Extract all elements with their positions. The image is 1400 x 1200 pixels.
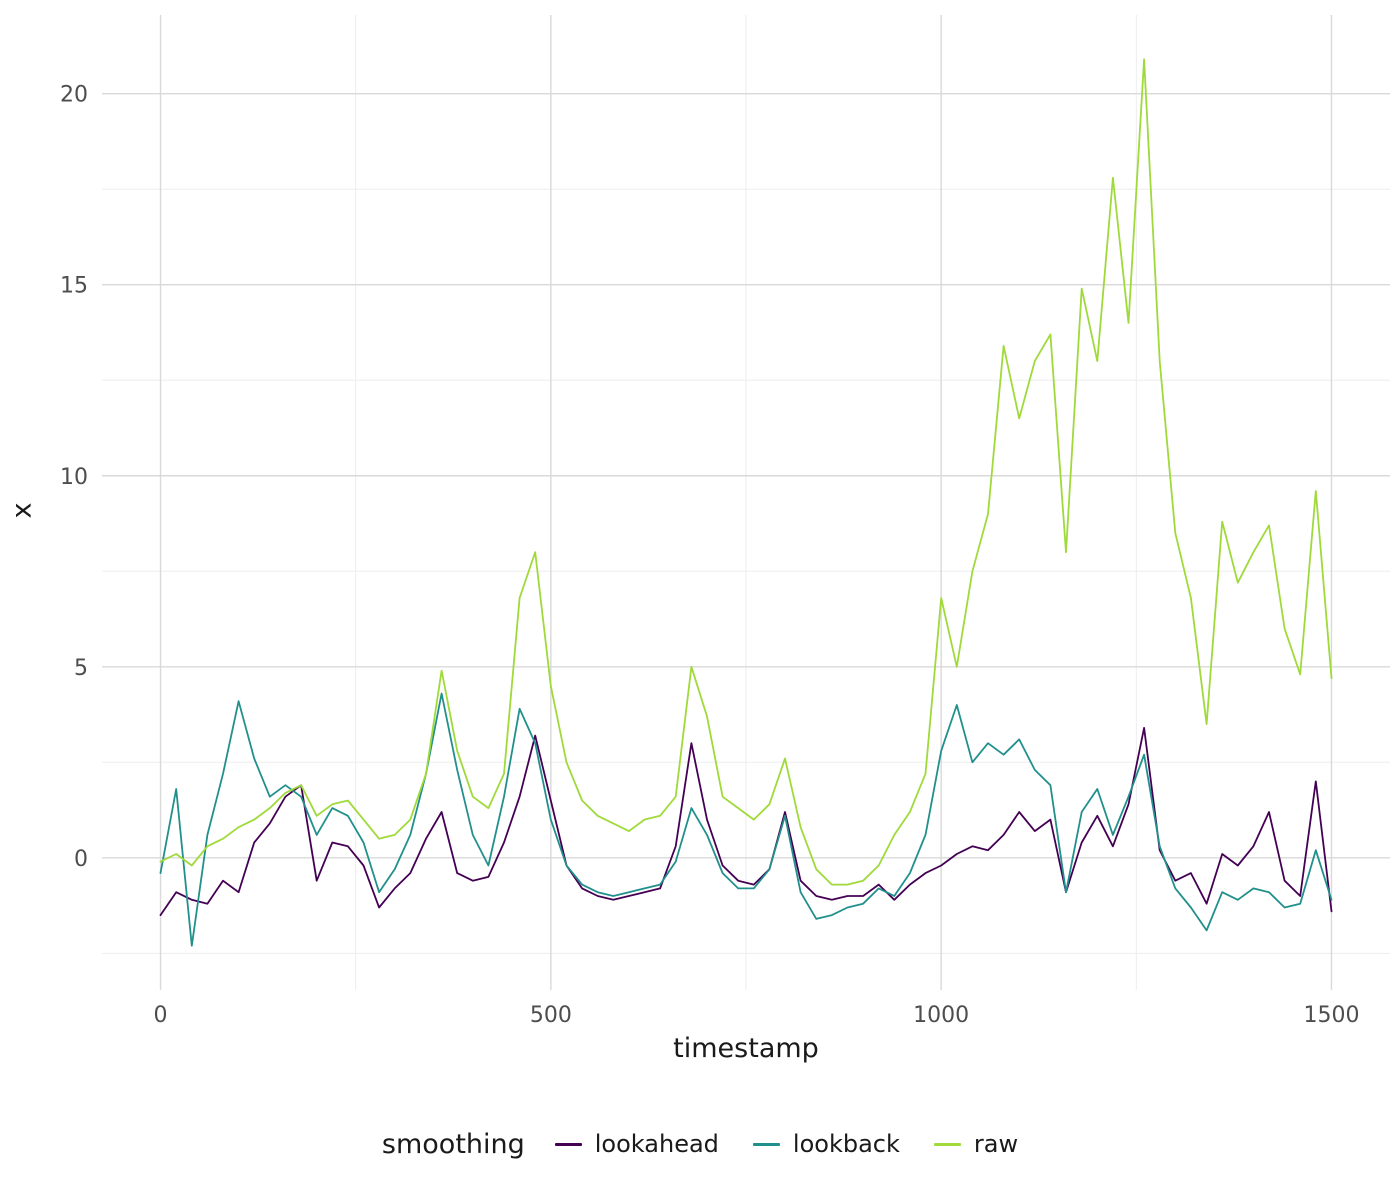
series-line-raw <box>159 58 1333 886</box>
y-tick-label: 0 <box>74 847 88 872</box>
legend-key-line-lookahead <box>554 1142 582 1146</box>
y-axis-title: x <box>6 502 38 519</box>
legend-item-raw: raw <box>933 1130 1019 1158</box>
legend-title: smoothing <box>381 1128 525 1160</box>
legend-items: lookahead lookback raw <box>554 1130 1019 1158</box>
legend-key-line-lookback <box>752 1142 780 1146</box>
y-tick-label: 5 <box>74 656 88 681</box>
series-line-lookahead <box>159 727 1333 916</box>
legend-label-lookback: lookback <box>792 1130 900 1158</box>
legend-label-raw: raw <box>973 1130 1019 1158</box>
x-axis-title: timestamp <box>673 1033 819 1064</box>
legend-item-lookahead: lookahead <box>554 1130 719 1158</box>
x-tick-label: 1500 <box>1303 1003 1359 1028</box>
legend-label-lookahead: lookahead <box>594 1130 719 1158</box>
y-tick-label: 20 <box>60 83 88 108</box>
legend: smoothing lookahead lookback raw <box>0 1118 1400 1170</box>
legend-key-line-raw <box>933 1142 961 1146</box>
y-tick-label: 10 <box>60 465 88 490</box>
legend-item-lookback: lookback <box>752 1130 900 1158</box>
x-tick-label: 1000 <box>913 1003 969 1028</box>
x-tick-label: 0 <box>154 1003 168 1028</box>
x-tick-label: 500 <box>530 1003 572 1028</box>
y-tick-label: 15 <box>60 274 88 299</box>
series-line-lookback <box>159 692 1333 947</box>
